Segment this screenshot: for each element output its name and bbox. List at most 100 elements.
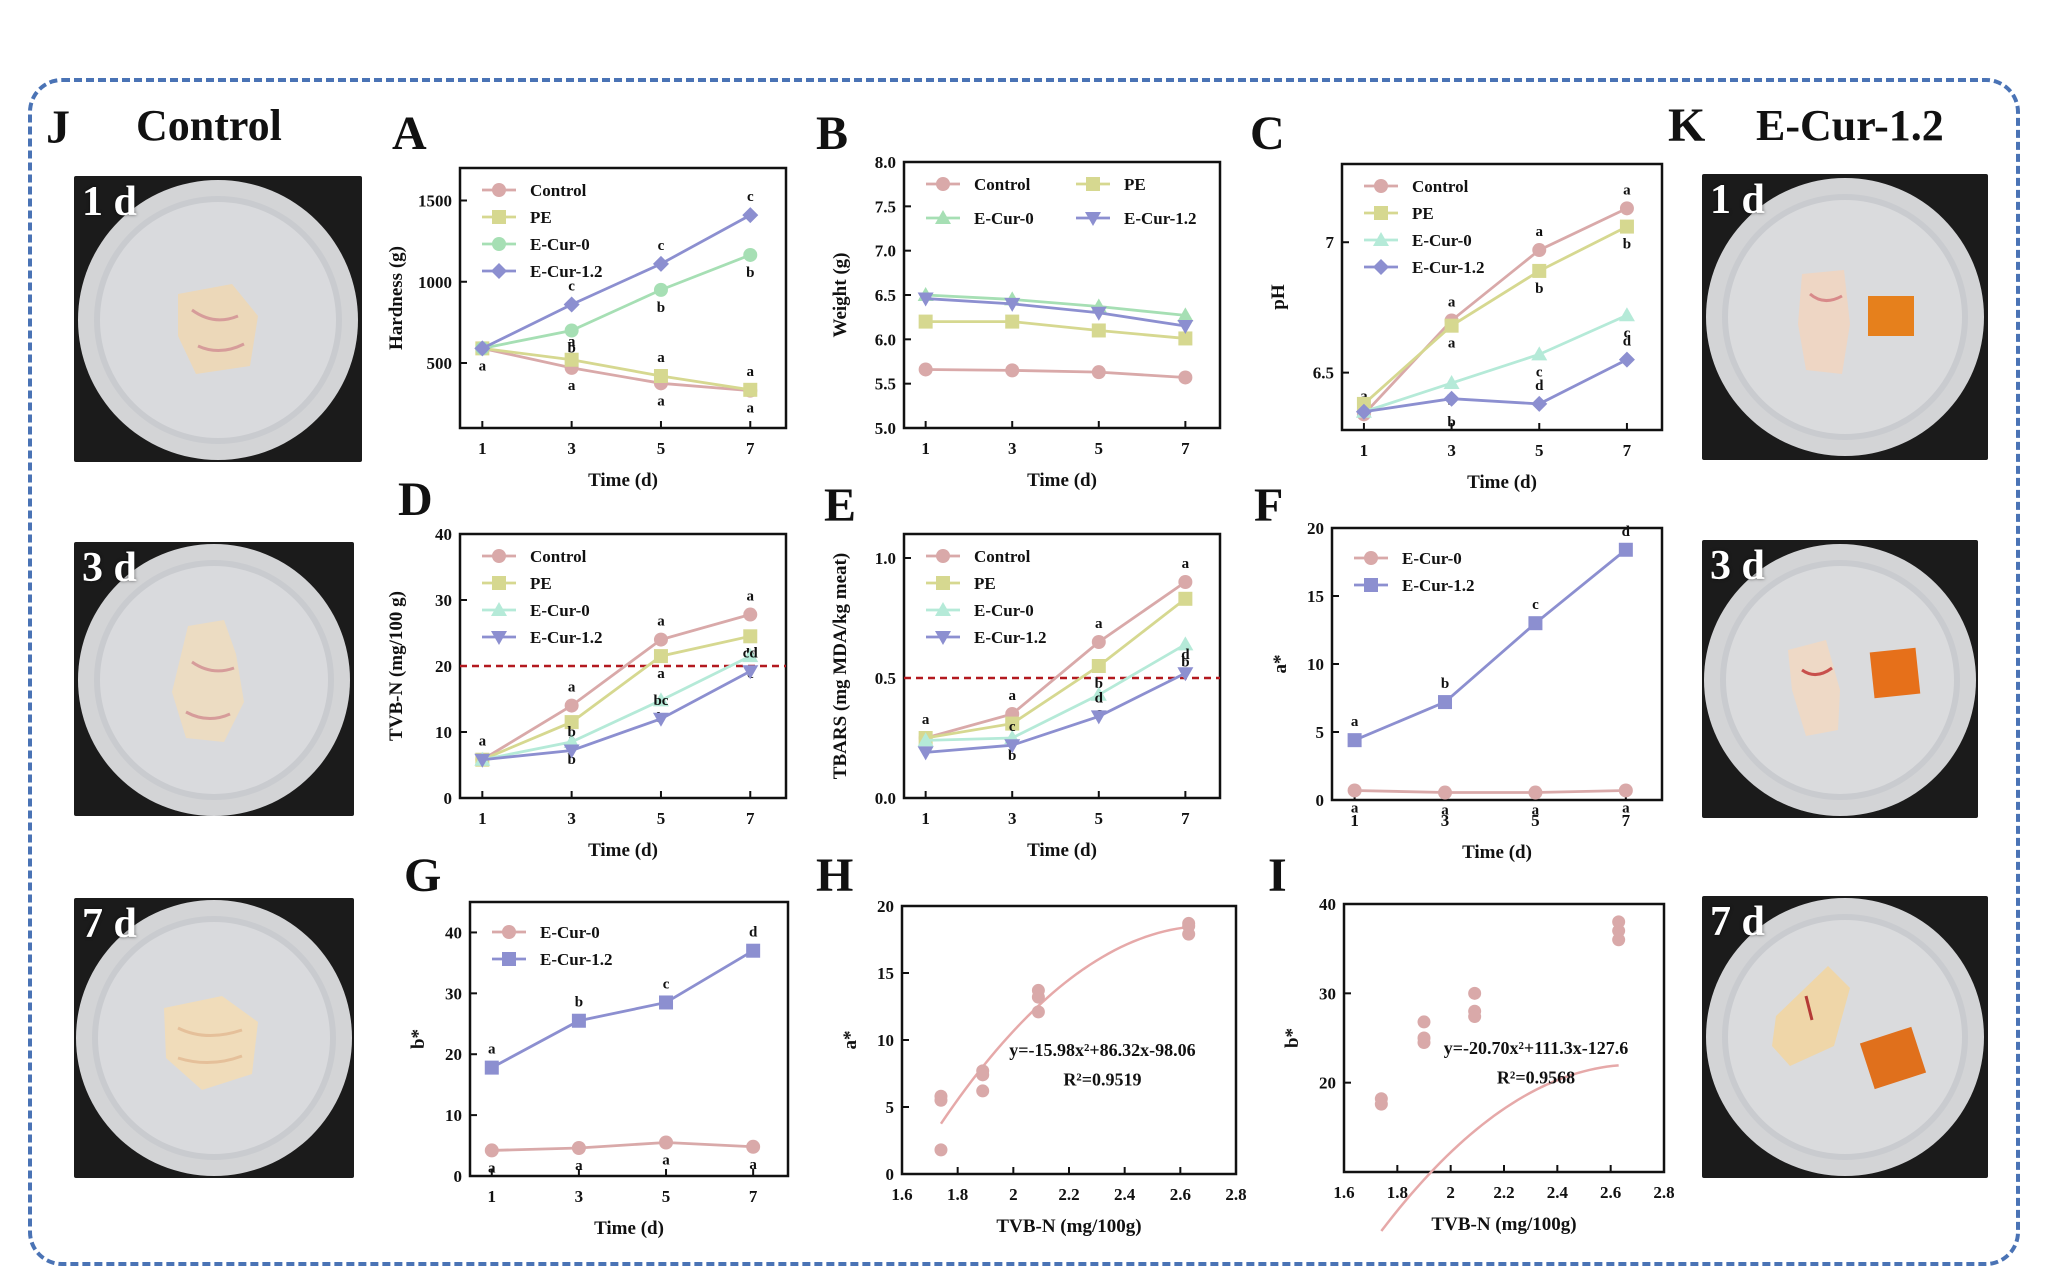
photo-control-1d: 1 d xyxy=(74,176,362,462)
y-axis-label: b* xyxy=(408,1029,429,1049)
photo-ecur-3d: 3 d xyxy=(1702,540,1978,818)
data-point xyxy=(1177,307,1194,322)
data-point xyxy=(564,715,579,730)
y-tick-label: 20 xyxy=(1307,519,1324,538)
legend-label: Control xyxy=(1412,177,1469,196)
plot-frame xyxy=(458,166,788,430)
y-tick-label: 1500 xyxy=(418,192,452,211)
data-point xyxy=(659,995,674,1010)
series-line xyxy=(925,580,1187,740)
series-line xyxy=(482,346,751,392)
fit-curve xyxy=(1380,1064,1619,1232)
panel-label-d: D xyxy=(398,473,433,526)
x-tick-label: 2.6 xyxy=(1170,1185,1191,1204)
x-tick-label: 3 xyxy=(1008,809,1017,828)
y-axis-label: b* xyxy=(1282,1028,1303,1048)
x-axis-label: Time (d) xyxy=(1027,840,1097,861)
x-tick-label: 3 xyxy=(1447,441,1456,460)
data-point xyxy=(1468,986,1482,1000)
data-point xyxy=(746,943,761,958)
data-point xyxy=(1619,219,1634,234)
x-tick-label: 5 xyxy=(1535,441,1544,460)
data-point xyxy=(652,692,669,707)
x-tick-label: 7 xyxy=(1181,439,1190,458)
data-point xyxy=(563,296,580,313)
panel-label-f: F xyxy=(1254,479,1284,532)
x-tick-label: 5 xyxy=(1531,811,1540,830)
data-point xyxy=(1444,318,1459,333)
data-point xyxy=(1177,320,1194,335)
series-line xyxy=(1362,225,1628,405)
data-point xyxy=(1177,667,1194,682)
series-line xyxy=(1362,207,1628,416)
series-line xyxy=(482,670,751,762)
data-point xyxy=(1443,375,1460,390)
legend-marker xyxy=(1364,551,1378,565)
legend-marker xyxy=(491,263,507,279)
data-point xyxy=(1531,395,1548,412)
x-tick-label: 1.8 xyxy=(1387,1183,1408,1202)
x-tick-label: 3 xyxy=(1008,439,1017,458)
x-axis-label: Time (d) xyxy=(594,1218,664,1239)
data-point xyxy=(1005,363,1020,378)
data-point xyxy=(564,323,579,338)
series-line xyxy=(1363,358,1628,414)
fit-r-squared: R²=0.9568 xyxy=(1497,1068,1575,1088)
series-line xyxy=(925,597,1187,740)
data-point xyxy=(1031,1005,1045,1019)
data-point xyxy=(564,698,579,713)
x-tick-label: 5 xyxy=(657,809,666,828)
legend-label: Control xyxy=(530,181,587,200)
data-point xyxy=(1417,1015,1431,1029)
data-point xyxy=(1177,636,1194,651)
data-point xyxy=(976,1084,990,1098)
data-point xyxy=(1182,927,1196,941)
legend-marker xyxy=(492,237,506,251)
x-tick-label: 3 xyxy=(1441,811,1450,830)
significance-label: b xyxy=(746,265,754,281)
data-point xyxy=(1091,659,1106,673)
dashed-figure-frame xyxy=(28,78,2020,1266)
y-axis-label: Hardness (g) xyxy=(386,246,407,350)
significance-label: d xyxy=(1622,524,1631,540)
y-tick-label: 7.0 xyxy=(875,242,896,261)
significance-label: b xyxy=(575,995,583,1011)
y-tick-label: 5 xyxy=(886,1098,895,1117)
legend-label: E-Cur-0 xyxy=(1402,549,1462,568)
data-point xyxy=(1532,243,1547,258)
significance-label: a xyxy=(657,666,665,682)
data-point xyxy=(1443,390,1460,407)
legend-marker xyxy=(935,210,951,224)
panel-label-c: C xyxy=(1250,107,1285,160)
series-line xyxy=(1363,313,1628,414)
x-tick-label: 5 xyxy=(1095,809,1104,828)
y-tick-label: 20 xyxy=(435,657,452,676)
legend-marker xyxy=(1085,212,1101,226)
significance-label: a xyxy=(1623,182,1631,198)
legend-label: PE xyxy=(530,574,552,593)
series-line xyxy=(925,643,1187,742)
y-tick-label: 20 xyxy=(1319,1074,1336,1093)
x-tick-label: 1 xyxy=(1350,811,1359,830)
series-line xyxy=(481,613,751,761)
day-label: 3 d xyxy=(1710,543,1765,589)
data-point xyxy=(918,314,933,329)
y-tick-label: 0 xyxy=(444,789,453,808)
significance-label: a xyxy=(488,1160,496,1176)
y-tick-label: 40 xyxy=(1319,895,1336,914)
x-tick-label: 2 xyxy=(1446,1183,1455,1202)
significance-label: b xyxy=(1095,676,1103,692)
x-tick-label: 7 xyxy=(1181,809,1190,828)
legend-marker xyxy=(491,631,507,645)
legend-label: E-Cur-0 xyxy=(974,601,1034,620)
series-line xyxy=(925,368,1186,379)
x-tick-label: 3 xyxy=(575,1187,584,1206)
legend-marker xyxy=(936,177,950,191)
data-point xyxy=(743,247,758,262)
data-point xyxy=(563,744,580,759)
significance-label: c xyxy=(568,279,575,295)
legend-marker xyxy=(1373,259,1389,275)
